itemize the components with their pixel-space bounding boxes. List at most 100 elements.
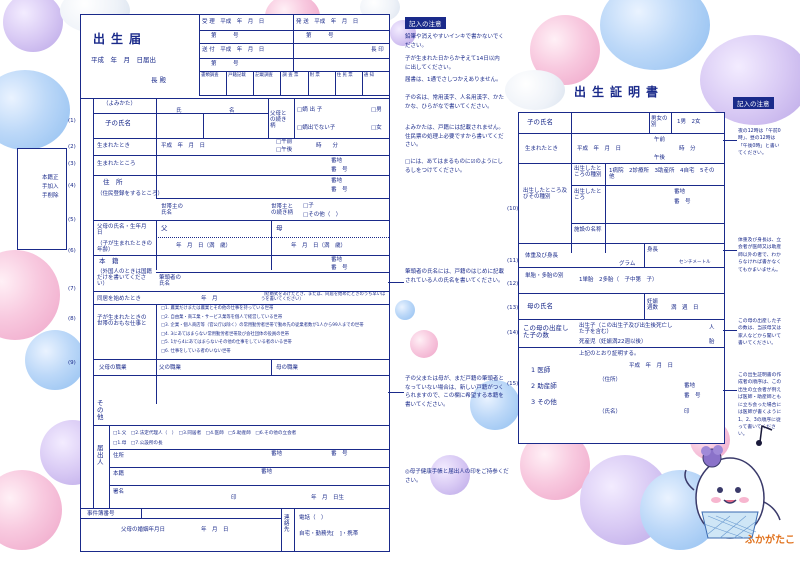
hittosha-label: 筆頭者の氏名 — [159, 275, 182, 288]
mascot-illustration — [684, 424, 781, 539]
cert-hour: 時 分 — [679, 146, 696, 152]
job-option-1[interactable]: □2. 自由業・商工業・サービス業等を個人で経営している世帯 — [161, 314, 283, 320]
cert-weight-unit: グラム — [619, 261, 636, 267]
cert-multi-value: 1単胎 2多胎（ 子中第 子） — [579, 277, 658, 283]
note-item-4: よみかたは、戸籍には記載されません。住民票の処理上必要ですから書いてください。 — [405, 125, 504, 149]
informant-opts[interactable]: □1.父 □2.法定代理人（ ） □3.同居者 □4.医師 □5.助産師 □6.… — [113, 431, 297, 436]
note-item-2: 届書は、1通でさしつかえありません。 — [405, 77, 502, 83]
cert-born-label: 生まれたとき — [525, 146, 559, 152]
cert-row-number: (13) — [507, 305, 519, 311]
cohabit-note: （結婚式をあげたとき、または、同居を始めたときのうち早いほうを書いてください） — [261, 292, 386, 302]
cert-place-addr: 出生したところ — [574, 189, 602, 202]
child-opt[interactable]: □子 — [303, 203, 314, 209]
informant-seal: 印 — [231, 495, 237, 501]
note-item-5: □には、あてはまるものに☑のようにしるしをつけてください。 — [405, 159, 503, 174]
spouse-note: 筆頭者の氏名には、戸籍のはじめに記載されている人の氏名を書いてください。 — [405, 269, 505, 284]
relation-label: 父母との続き柄 — [270, 111, 287, 130]
birth-registration-form: 出生届 平成 年 月 日届出 長 殿 受 理 平成 年 月 日 発 送 平成 年… — [80, 14, 390, 552]
cert-weeks-value: 満 週 日 — [671, 305, 699, 311]
home-work-mobile[interactable]: 自宅・勤務先[ ]・携帯 — [299, 531, 359, 537]
informant-ban: 番 号 — [331, 451, 348, 457]
submitted-number: 第 号 — [211, 61, 239, 67]
father-label: 父 — [161, 224, 168, 232]
note-item-0: 鉛筆や消えやすいインキで書かないでください。 — [405, 34, 504, 49]
cohabit-value: 年 月 — [201, 296, 218, 302]
occupation-label: 父母の職業 — [99, 365, 127, 371]
row-number: (9) — [68, 360, 76, 366]
cert-role-2[interactable]: 3 その他 — [531, 398, 557, 406]
office-col-2: 記載調査 — [255, 73, 273, 78]
informant-opts2[interactable]: □1.母 □7.公設所の長 — [113, 441, 163, 446]
parents-label: 父母の氏名・生年月日 — [97, 224, 147, 237]
born-place-banchi: 番地 — [331, 158, 343, 164]
informant-honseki: 本籍 — [113, 471, 125, 477]
job-option-4[interactable]: □5. 1から4にあてはまらないその他の仕事をしている者のいる世帯 — [161, 340, 292, 345]
cert-name: （氏名） — [599, 409, 622, 415]
cert-born-value: 平成 年 月 日 — [577, 146, 622, 152]
address-ban: 番 号 — [331, 187, 348, 193]
father-job-label: 父の職業 — [159, 365, 182, 371]
father-dob: 年 月 日（満 歳） — [176, 243, 232, 249]
other-opt[interactable]: □その他（ ） — [303, 212, 342, 218]
office-col-6: 通 知 — [363, 73, 375, 78]
job-option-2[interactable]: □3. 企業・個人商店等（官公庁は除く）の常用勤労者世帯で勤め先の従業者数が1人… — [161, 323, 364, 328]
legit-checkbox[interactable]: □嫡 出 子 — [297, 107, 323, 113]
office-col-1: 戸籍記載 — [228, 73, 246, 78]
job-option-3[interactable]: □4. 3にあてはまらない常用勤労者世帯及び会社団体の役員の世帯 — [161, 331, 290, 337]
cert-banchi: 番地 — [684, 383, 696, 389]
contact-label: 連絡先 — [284, 515, 290, 534]
householder-label: 世帯主の氏名 — [161, 204, 184, 217]
cert-row-number: (10) — [507, 206, 519, 212]
row-number: (7) — [68, 286, 76, 292]
job-option-0[interactable]: □1. 農業だけまたは農業とその他の仕事を持っている世帯 — [161, 306, 274, 311]
informant-honseki-banchi: 番地 — [261, 469, 273, 475]
chief-seal: 長 印 — [371, 47, 384, 53]
male-checkbox[interactable]: □男 — [371, 107, 382, 113]
row-number: (3) — [68, 161, 76, 167]
bottom-note: ◎母子健康手帳と届出人の印をご持参ください。 — [405, 469, 509, 484]
pm-checkbox[interactable]: □午後 — [276, 147, 293, 153]
side-register-box — [17, 148, 67, 250]
note-item-1: 子が生まれた日からかぞえて14日以内に出してください。 — [405, 56, 500, 71]
job-option-5[interactable]: □6. 仕事をしている者のいない世帯 — [161, 348, 231, 354]
am-checkbox[interactable]: □午前 — [276, 139, 293, 145]
submitted-date: 送 付 平成 年 月 日 — [202, 47, 265, 53]
phone[interactable]: 電話（ ） — [299, 515, 327, 521]
cert-place-banchi: 番地 — [674, 189, 686, 195]
illegit-checkbox[interactable]: □嫡出でない子 — [297, 125, 336, 131]
born-date-value: 平成 年 月 日 — [161, 143, 206, 149]
cert-notes-title: 記入の注意 — [733, 97, 774, 109]
row-number: (8) — [68, 316, 76, 322]
cert-role-1[interactable]: 2 助産師 — [531, 382, 557, 390]
jiken-label: 事件簿番号 — [87, 511, 115, 517]
cert-ban: 番 号 — [684, 393, 701, 399]
cert-height-unit: センチメートル — [679, 260, 711, 265]
cert-birth-count: この母の出産した子の数 — [523, 324, 569, 340]
cert-am: 午前 — [654, 137, 666, 143]
mother-label: 母 — [276, 224, 283, 232]
cert-title: 出生証明書 — [574, 85, 665, 99]
mother-dob: 年 月 日（満 歳） — [291, 243, 347, 249]
cert-note-2: 体重及び身長は、立会者が医師又は助産師以外の者で、わからなければ書かなくてもかま… — [738, 238, 782, 273]
honseki-label: 本 籍 — [99, 257, 119, 265]
cert-stillborn: 死産児（妊娠満22週以後） — [579, 339, 647, 345]
cert-place-label: 出生したところ及びその種別 — [523, 188, 568, 201]
female-checkbox[interactable]: □女 — [371, 125, 382, 131]
cert-child-name: 子の氏名 — [527, 118, 553, 126]
cert-multi-label: 単胎・多胎の別 — [525, 273, 564, 279]
form-title: 出生届 — [93, 32, 148, 46]
cert-role-0[interactable]: 1 医師 — [531, 366, 551, 374]
child-name-label: 子の氏名 — [105, 119, 131, 127]
cert-sex-label: 男女の別 — [651, 116, 668, 129]
row-number: (5) — [68, 217, 76, 223]
office-col-5: 住 民 票 — [336, 73, 353, 78]
office-col-4: 附 票 — [309, 73, 320, 78]
honseki-sub: （外国人のときは国籍だけを書いてください） — [97, 269, 153, 288]
cert-place-ban: 番 号 — [674, 199, 691, 205]
informant-sign: 署名 — [113, 489, 125, 495]
birth-certificate-form: 出生証明書 子の氏名 男女の別 1男 2女 生まれたとき 平成 年 月 日 午前… — [518, 85, 725, 444]
honseki-banchi: 番地 — [331, 257, 343, 263]
honseki-ban: 番 号 — [331, 265, 348, 271]
born-date-label: 生まれたとき — [97, 143, 131, 149]
mother-job-label: 母の職業 — [276, 365, 299, 371]
